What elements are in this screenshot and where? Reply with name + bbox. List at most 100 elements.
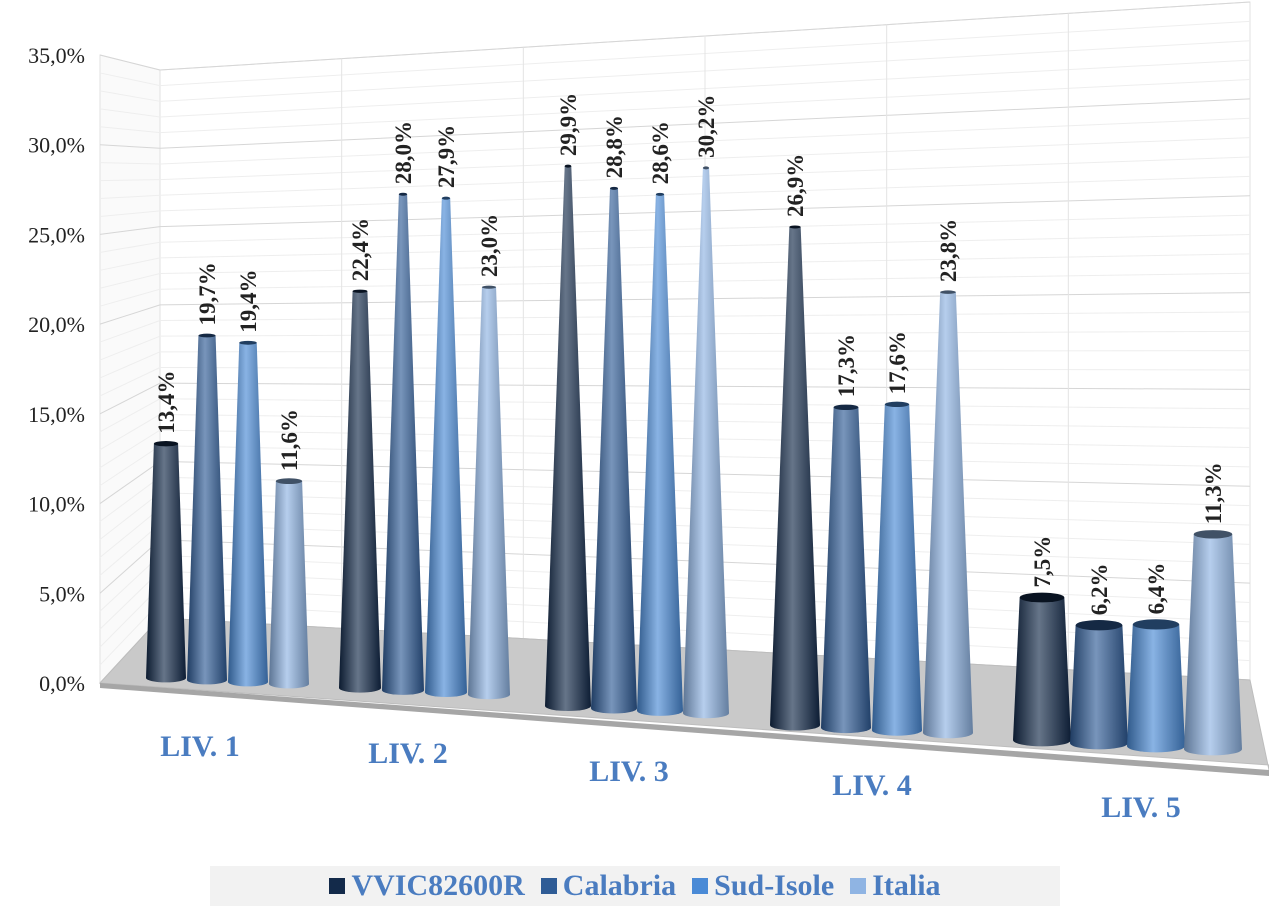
gridline [99,126,161,134]
legend-item: Sud-Isole [692,869,834,903]
gridline [99,162,161,165]
legend: VVIC82600R Calabria Sud-Isole Italia [210,866,1060,906]
cone-top [239,340,257,345]
gridline [99,382,161,415]
y-tick-label: 25,0% [28,222,85,247]
data-label: 26,9% [783,154,808,217]
cone-top [398,192,408,196]
cone [821,404,871,734]
cone-top [702,166,710,170]
cone-body [545,166,591,712]
category-label: LIV. 5 [1101,791,1180,824]
cone-top [1193,530,1233,539]
gridline [99,351,161,379]
gridline [99,539,161,594]
legend-label: Calabria [562,869,677,902]
category-labels: LIV. 1 LIV. 2 LIV. 3 LIV. 4 LIV. 5 [160,730,1180,824]
cone [591,186,637,714]
gridline [99,210,161,217]
cone [683,166,729,719]
cone-body [637,194,683,716]
category-label: LIV. 3 [589,755,668,788]
data-label: 13,4% [154,370,179,433]
category-label: LIV. 2 [368,737,447,770]
cone [269,478,309,689]
cone-body [1127,624,1185,753]
cone [146,441,186,683]
gridline [99,288,161,307]
cone [1184,530,1242,756]
cone-body [187,335,227,685]
data-label: 17,3% [834,334,859,397]
cone [425,196,467,698]
gridline [99,108,161,118]
cone-body [923,292,973,739]
cone-body [821,407,871,734]
cone-top [1019,592,1065,603]
gridline [99,414,161,451]
gridline [99,226,161,235]
legend-swatch [540,878,557,894]
cone-body [872,404,922,736]
y-tick-label: 10,0% [28,492,85,517]
legend-label: Sud-Isole [714,869,835,902]
cone-top [940,290,956,294]
cone-top [275,478,303,485]
y-tick-label: 20,0% [28,312,85,337]
cone [382,192,424,695]
data-label: 27,9% [434,125,459,188]
gridline [99,445,161,487]
cone-body [1184,534,1242,756]
gridline [99,429,161,469]
cone-top [198,333,216,338]
cone-top [481,285,497,289]
cone [545,164,591,712]
data-label: 23,0% [477,214,502,277]
data-label: 23,8% [936,219,961,282]
gridline [99,273,161,289]
data-label: 19,7% [195,262,220,325]
cone-top [789,225,801,229]
cone [1013,592,1071,747]
cone-body [468,287,510,700]
cone [228,340,268,687]
cone-top [884,401,910,408]
data-label: 28,8% [602,115,627,178]
gridline [99,304,161,325]
data-label: 30,2% [694,95,719,158]
cone [339,289,381,693]
cone [770,225,820,731]
cone-top [441,196,451,200]
category-label: LIV. 1 [160,730,239,763]
cone-body [269,481,309,689]
data-label: 29,9% [556,93,581,156]
data-label: 22,4% [348,218,373,281]
cone-top [352,289,368,293]
legend-label: Italia [872,869,941,902]
cone-top [1132,619,1180,630]
cone [1070,620,1128,750]
legend-item: Italia [850,869,941,903]
gridline [99,367,161,397]
gridline [99,179,161,182]
gridline [99,257,161,271]
category-label: LIV. 4 [832,769,911,802]
cone-top [1075,620,1123,631]
cone-body [425,198,467,698]
cone-body [382,194,424,695]
y-tick-label: 15,0% [28,402,85,427]
cone-top [833,404,859,411]
gridline [99,492,161,540]
legend-swatch [850,878,867,894]
gridline [99,90,161,102]
gridline [99,461,161,504]
cone-body [683,167,729,719]
cone [872,401,922,736]
y-tick-label: 35,0% [28,43,85,68]
cone [468,285,510,700]
legend-swatch [329,878,346,894]
gridline [99,335,161,361]
data-labels: 13,4% 19,7% 19,4% 11,6% 22,4% 28,0% 27,9% 23,0%… [154,93,1226,615]
data-label: 6,2% [1087,563,1112,615]
data-label: 19,4% [236,270,261,333]
